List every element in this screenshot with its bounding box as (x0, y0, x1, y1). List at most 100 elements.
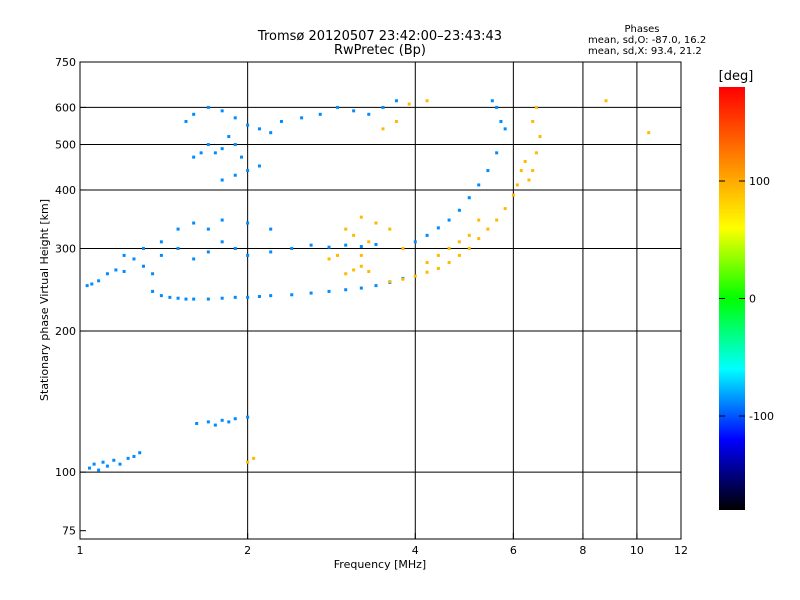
o-mode-point (246, 295, 250, 299)
o-mode-point (101, 460, 105, 464)
x-mode-point (344, 272, 348, 276)
x-mode-point (447, 247, 451, 251)
o-mode-point (290, 247, 294, 251)
o-mode-point (279, 119, 283, 123)
o-mode-point (176, 227, 180, 231)
o-mode-point (112, 458, 116, 462)
o-mode-point (240, 155, 244, 159)
o-mode-point (269, 294, 273, 298)
x-mode-point (401, 247, 405, 251)
x-tick-label: 8 (579, 544, 586, 557)
x-mode-point (531, 119, 535, 123)
o-mode-point (206, 105, 210, 109)
o-mode-point (122, 269, 126, 273)
o-mode-point (97, 279, 101, 283)
y-tick-label: 400 (55, 184, 76, 197)
o-mode-point (436, 226, 440, 230)
x-mode-point (388, 227, 392, 231)
o-mode-point (192, 155, 196, 159)
x-tick-label: 1 (77, 544, 84, 557)
x-mode-point (359, 215, 363, 219)
x-axis-label: Frequency [MHz] (334, 558, 426, 571)
x-mode-point (511, 193, 515, 197)
o-mode-point (257, 164, 261, 168)
x-mode-point (457, 253, 461, 257)
data-points (85, 99, 651, 472)
o-mode-point (206, 297, 210, 301)
o-mode-point (246, 221, 250, 225)
o-mode-point (85, 284, 89, 288)
x-mode-point (425, 261, 429, 265)
x-mode-point (413, 274, 417, 278)
o-mode-point (159, 294, 163, 298)
o-mode-point (300, 116, 304, 120)
y-axis: 75 100 200 300 400 500 600 750 (55, 56, 86, 538)
x-mode-point (515, 183, 519, 187)
x-mode-point (447, 261, 451, 265)
o-mode-point (233, 116, 237, 120)
x-tick-label: 4 (412, 544, 419, 557)
o-mode-point (327, 245, 331, 249)
o-mode-point (141, 247, 145, 251)
plot-frame (79, 61, 682, 540)
o-mode-point (168, 295, 172, 299)
o-mode-point (176, 296, 180, 300)
o-mode-point (352, 109, 356, 113)
x-mode-point (534, 105, 538, 109)
o-mode-point (206, 143, 210, 147)
o-mode-point (192, 221, 196, 225)
x-mode-point (381, 127, 385, 131)
x-tick-label: 12 (674, 544, 688, 557)
o-mode-point (344, 288, 348, 292)
x-mode-point (523, 160, 527, 164)
o-mode-point (97, 468, 101, 472)
o-mode-point (227, 135, 231, 139)
x-mode-point (457, 240, 461, 244)
o-mode-point (503, 127, 507, 131)
x-mode-point (352, 268, 356, 272)
y-tick-label: 500 (55, 139, 76, 152)
colorbar-ticks: 100 0 -100 (719, 175, 774, 423)
x-mode-point (425, 270, 429, 274)
o-mode-point (184, 119, 188, 123)
x-mode-point (359, 264, 363, 268)
x-mode-point (352, 233, 356, 237)
x-mode-point (246, 460, 250, 464)
o-mode-point (309, 243, 313, 247)
o-mode-point (447, 218, 451, 222)
o-mode-point (213, 423, 217, 427)
o-mode-point (184, 297, 188, 301)
x-mode-point (503, 207, 507, 211)
o-mode-point (87, 466, 91, 470)
x-mode-point (252, 456, 256, 460)
o-mode-point (359, 286, 363, 290)
o-mode-point (344, 243, 348, 247)
chart-subtitle: RwPretec (Bp) (334, 43, 426, 58)
o-mode-point (206, 227, 210, 231)
o-mode-point (151, 289, 155, 293)
o-mode-point (318, 112, 322, 116)
x-mode-point (425, 99, 429, 103)
o-mode-point (118, 462, 122, 466)
o-mode-point (206, 250, 210, 254)
o-mode-point (227, 420, 231, 424)
x-mode-point (477, 218, 481, 222)
x-mode-point (527, 178, 531, 182)
y-tick-label: 300 (55, 243, 76, 256)
x-mode-point (394, 119, 398, 123)
o-mode-point (257, 127, 261, 131)
o-mode-point (105, 464, 109, 468)
x-mode-point (336, 253, 340, 257)
o-mode-point (336, 105, 340, 109)
x-tick-label: 10 (630, 544, 644, 557)
x-mode-point (388, 280, 392, 284)
x-mode-point (467, 233, 471, 237)
o-mode-point (92, 462, 96, 466)
o-mode-point (495, 151, 499, 155)
x-mode-point (436, 253, 440, 257)
o-mode-point (195, 421, 199, 425)
o-mode-point (132, 257, 136, 261)
o-mode-point (327, 289, 331, 293)
o-mode-point (114, 268, 118, 272)
